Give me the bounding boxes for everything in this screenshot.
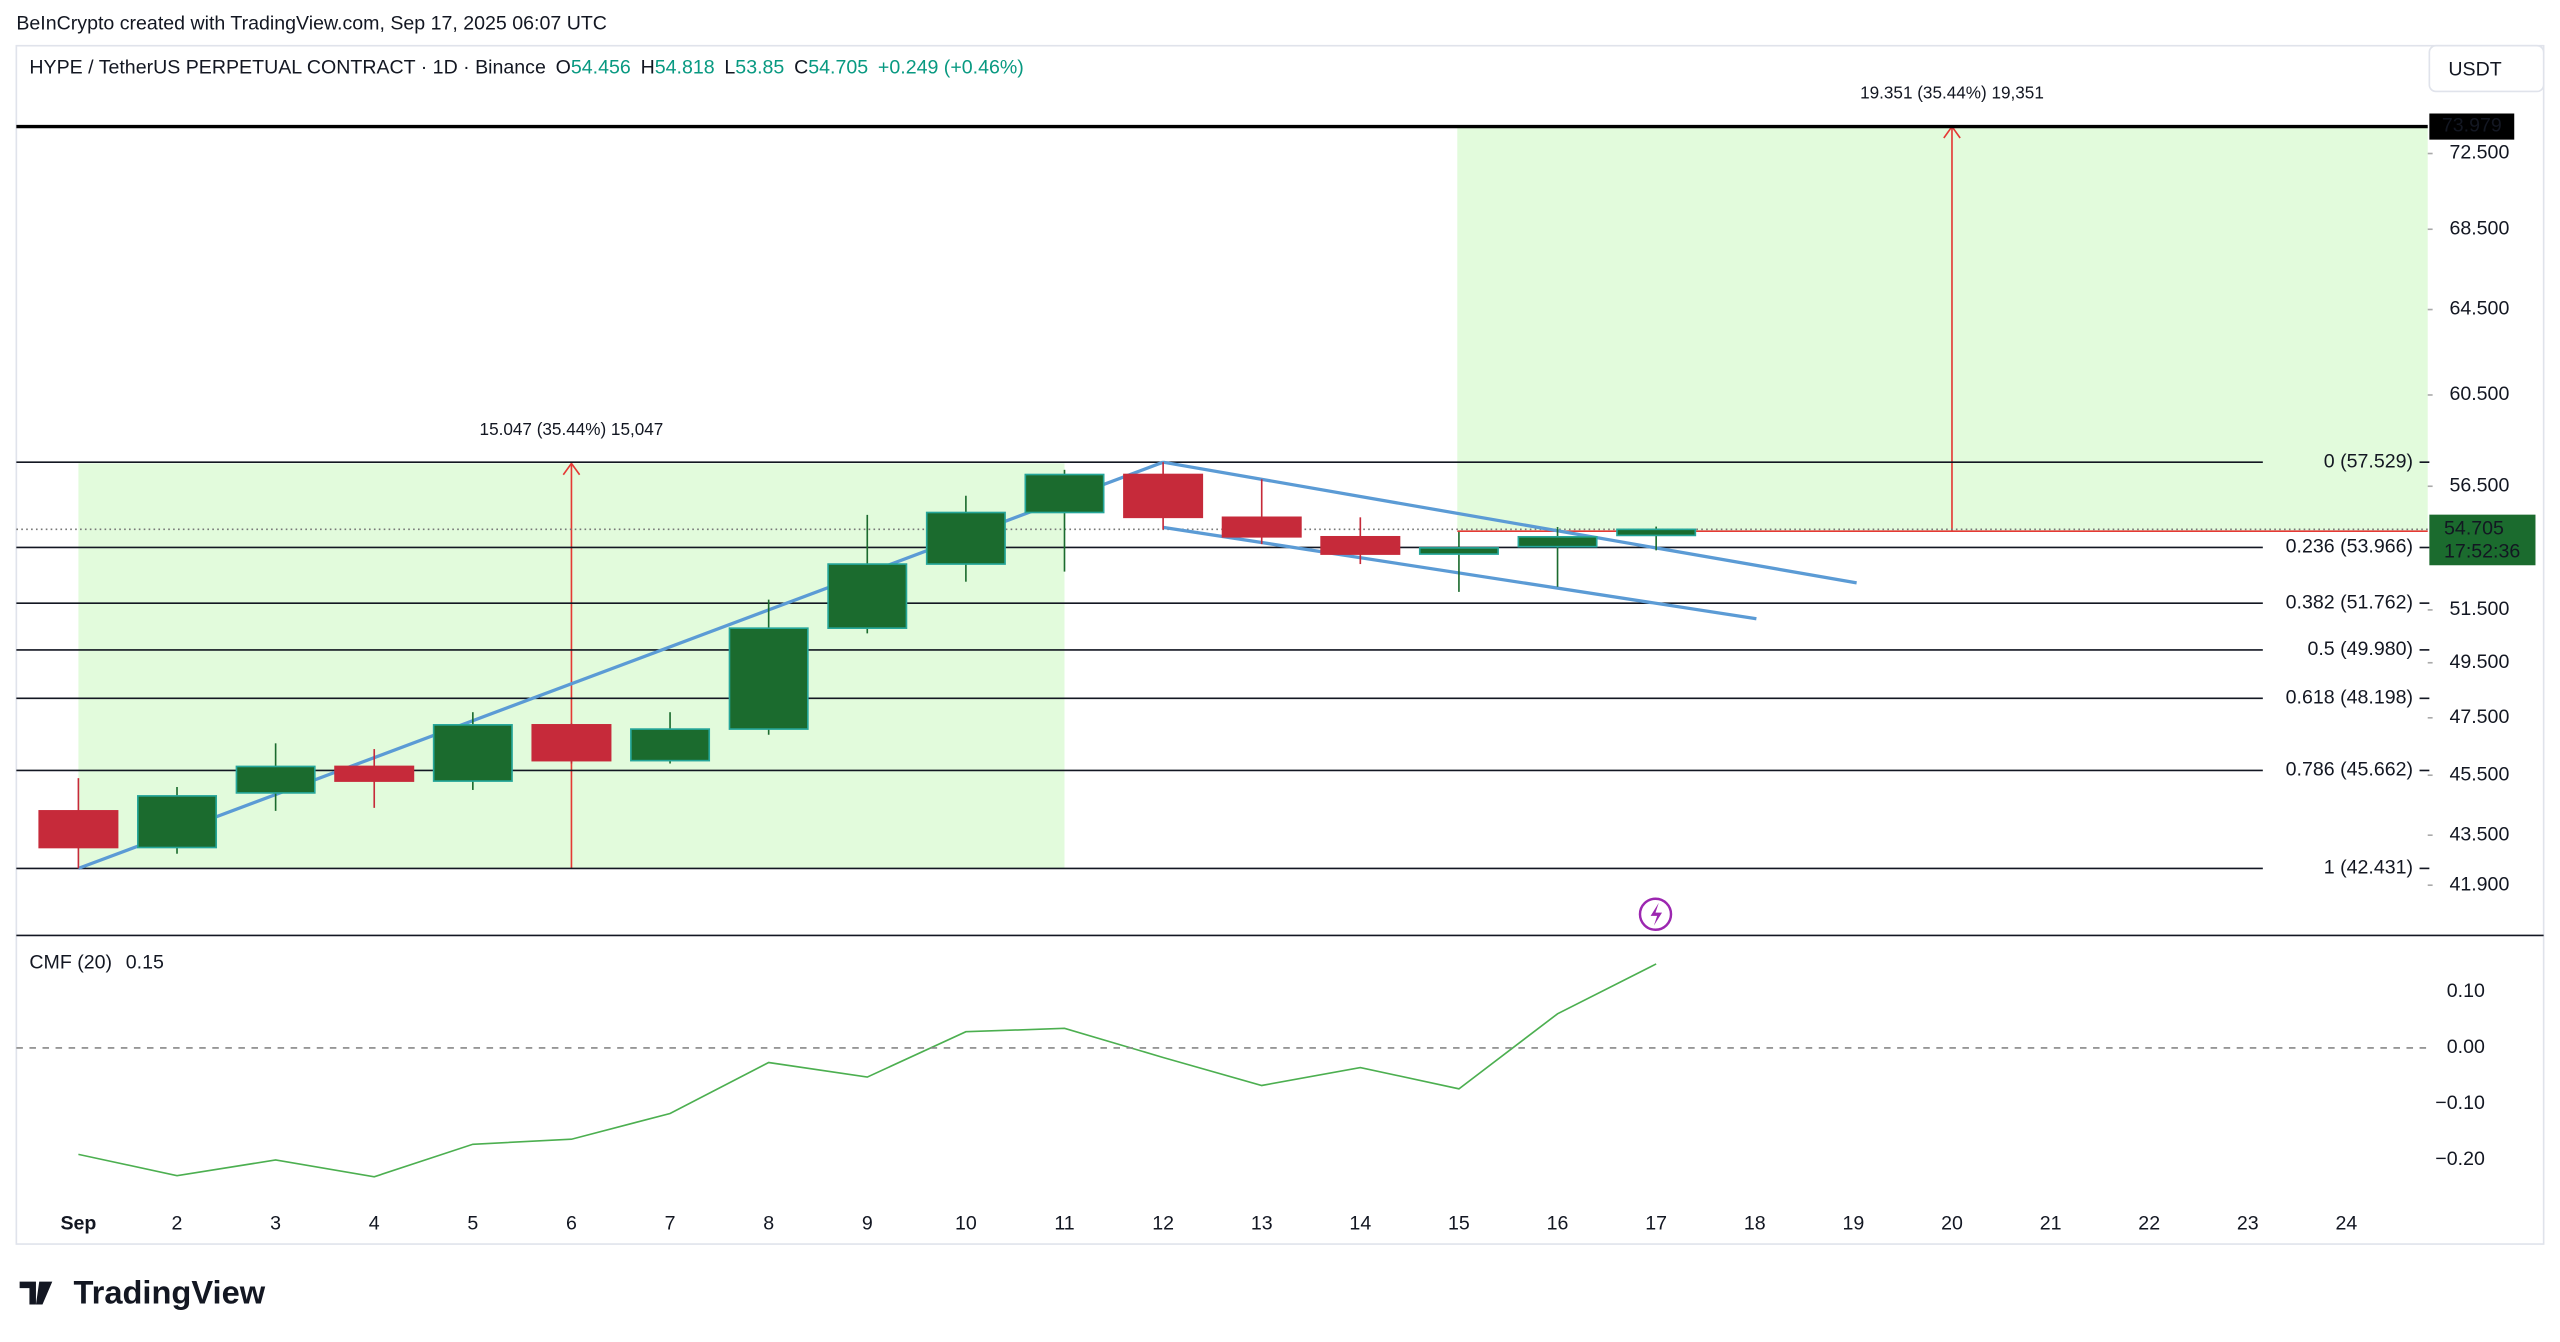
x-tick-label: 10 <box>955 1213 977 1235</box>
x-tick-label: 4 <box>369 1213 380 1235</box>
cmf-line <box>78 963 1657 1178</box>
y-tick-label: 47.500 <box>2449 706 2509 728</box>
candle-body <box>1320 535 1401 555</box>
x-tick-label: 2 <box>172 1213 183 1235</box>
candle-body <box>1123 473 1204 519</box>
alert-icon[interactable] <box>1638 897 1673 931</box>
cmf-tick-label: 0.00 <box>2447 1036 2485 1058</box>
logo: TradingView <box>19 1273 266 1310</box>
ohlc-value: 54.456 <box>571 57 631 79</box>
fib-label: 0 (57.529) <box>2324 450 2413 472</box>
ohlc-prefix: H <box>641 57 655 79</box>
x-tick-label: 19 <box>1842 1213 1864 1235</box>
candle-body <box>531 724 612 762</box>
symbol-title: HYPE / TetherUS PERPETUAL CONTRACT · 1D … <box>29 57 546 79</box>
candle-body <box>38 810 119 849</box>
y-tick-label: 64.500 <box>2449 298 2509 320</box>
cmf-tick-label: −0.20 <box>2435 1148 2485 1170</box>
candle-body <box>1517 535 1598 548</box>
candle-body <box>827 563 908 629</box>
ohlc-prefix: C <box>794 57 808 79</box>
candle-body <box>334 765 415 782</box>
x-tick-label: 11 <box>1054 1213 1074 1235</box>
last-price-label: 54.705 <box>2444 518 2504 540</box>
fib-label: 0.382 (51.762) <box>2286 591 2413 613</box>
measure-zone <box>1457 126 2428 532</box>
y-tick-label: 72.500 <box>2449 142 2509 164</box>
symbol-header: HYPE / TetherUS PERPETUAL CONTRACT · 1D … <box>29 57 1023 79</box>
candle-body <box>137 795 218 849</box>
candle-body <box>1024 473 1105 514</box>
x-tick-label: 17 <box>1645 1213 1667 1235</box>
cmf-title: CMF (20) <box>29 951 112 973</box>
fib-label: 0.236 (53.966) <box>2286 536 2413 558</box>
countdown: 17:52:36 <box>2444 540 2520 562</box>
x-tick-label: 16 <box>1547 1213 1569 1235</box>
x-tick-label: 5 <box>467 1213 478 1235</box>
fib-label: 0.786 (45.662) <box>2286 759 2413 781</box>
ohlc-prefix: O <box>556 57 571 79</box>
candle-body <box>925 511 1006 565</box>
measure-arrowhead <box>562 461 581 476</box>
fib-label: 0.5 (49.980) <box>2307 638 2413 660</box>
ohlc-value: 54.705 <box>808 57 868 79</box>
y-tick-label: 41.900 <box>2449 873 2509 895</box>
y-tick-label: 49.500 <box>2449 651 2509 673</box>
alert-bolt[interactable] <box>1650 902 1663 926</box>
currency-box[interactable] <box>2428 44 2545 93</box>
candle-body <box>630 728 711 762</box>
cmf-tick-label: −0.10 <box>2435 1092 2485 1114</box>
currency[interactable]: USDT <box>2448 58 2501 80</box>
cmf-value: 0.15 <box>126 951 164 973</box>
target-price-label: 73.979 <box>2442 115 2502 137</box>
candle-body <box>1221 516 1302 538</box>
trendline <box>1162 460 1857 585</box>
fib-label: 0.618 (48.198) <box>2286 687 2413 709</box>
x-tick-label: 20 <box>1941 1213 1963 1235</box>
y-tick-label: 56.500 <box>2449 474 2509 496</box>
ohlc-value: 53.85 <box>735 57 784 79</box>
x-tick-label: 9 <box>862 1213 873 1235</box>
y-tick-label: 60.500 <box>2449 383 2509 405</box>
candle-body <box>1418 547 1499 555</box>
x-tick-label: 7 <box>665 1213 676 1235</box>
logo-text: TradingView <box>74 1273 266 1310</box>
x-tick-label: 3 <box>270 1213 281 1235</box>
y-tick-label: 45.500 <box>2449 763 2509 785</box>
x-tick-label: 14 <box>1349 1213 1371 1235</box>
candle-body <box>432 724 513 782</box>
x-tick-label: 22 <box>2138 1213 2160 1235</box>
target-price-tag <box>2429 113 2515 140</box>
x-tick-label: 13 <box>1251 1213 1273 1235</box>
measure-label: 19.351 (35.44%) 19,351 <box>1860 82 2044 102</box>
x-tick-label: 6 <box>566 1213 577 1235</box>
cmf-tick-label: 0.10 <box>2447 980 2485 1002</box>
x-tick-label: 21 <box>2040 1213 2062 1235</box>
measure-label: 15.047 (35.44%) 15,047 <box>480 419 664 439</box>
x-tick-label: Sep <box>60 1213 96 1235</box>
x-tick-label: 18 <box>1744 1213 1766 1235</box>
change: +0.249 (+0.46%) <box>878 57 1024 79</box>
x-tick-label: 23 <box>2237 1213 2259 1235</box>
y-tick-label: 51.500 <box>2449 598 2509 620</box>
candle-body <box>1616 528 1697 537</box>
fib-label: 1 (42.431) <box>2324 857 2413 879</box>
candle-body <box>235 765 316 794</box>
ohlc-prefix: L <box>724 57 735 79</box>
y-tick-label: 68.500 <box>2449 217 2509 239</box>
x-tick-label: 12 <box>1152 1213 1174 1235</box>
last-price-tag <box>2429 514 2536 566</box>
chart-frame <box>15 44 2545 1245</box>
ohlc-value: 54.818 <box>655 57 715 79</box>
candle-body <box>728 627 809 730</box>
attribution: BeInCrypto created with TradingView.com,… <box>16 13 607 35</box>
y-tick-label: 43.500 <box>2449 823 2509 845</box>
x-tick-label: 15 <box>1448 1213 1470 1235</box>
x-tick-label: 24 <box>2336 1213 2358 1235</box>
x-tick-label: 8 <box>763 1213 774 1235</box>
